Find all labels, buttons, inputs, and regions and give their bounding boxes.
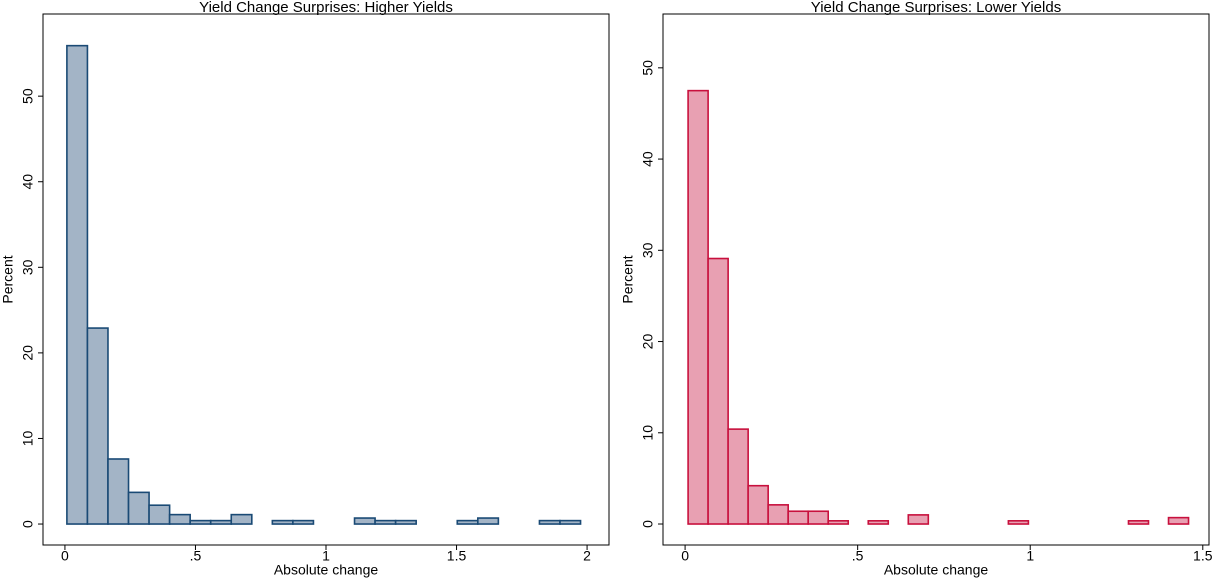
y-tick-label: 30	[640, 242, 656, 258]
bar	[907, 514, 930, 525]
y-tick-label: 20	[20, 345, 36, 361]
x-axis-label: Absolute change	[884, 562, 989, 578]
x-tick-label: 1	[322, 548, 330, 564]
bar	[1167, 516, 1190, 525]
y-axis-label: Percent	[0, 255, 16, 303]
bar	[707, 257, 729, 525]
bar	[1127, 520, 1150, 525]
bar	[687, 89, 709, 525]
bar	[559, 519, 582, 525]
x-tick-label: 0	[61, 548, 69, 564]
y-tick-label: 40	[640, 151, 656, 167]
bar	[477, 517, 500, 525]
y-tick-label: 40	[20, 174, 36, 190]
y-tick-label: 10	[640, 425, 656, 441]
x-tick-label: 1.5	[447, 548, 467, 564]
bar	[209, 519, 233, 525]
bar	[767, 504, 789, 525]
bar	[827, 520, 850, 525]
bar	[394, 519, 417, 525]
x-axis-label: Absolute change	[274, 562, 379, 578]
bar	[127, 491, 150, 525]
bar	[787, 510, 809, 525]
bar	[747, 484, 769, 525]
y-tick-label: 30	[20, 259, 36, 275]
bar	[107, 458, 130, 525]
bar	[230, 513, 253, 525]
y-tick-label: 0	[20, 520, 36, 528]
bar	[168, 513, 191, 525]
bar	[538, 519, 561, 525]
y-tick-label: 10	[20, 430, 36, 446]
bar	[292, 519, 315, 525]
bar	[66, 44, 89, 525]
bar	[727, 428, 749, 525]
bar	[1007, 520, 1030, 525]
x-tick-label: 1.5	[1193, 548, 1213, 564]
chart-title: Yield Change Surprises: Lower Yields	[811, 0, 1061, 16]
bar	[271, 519, 294, 525]
x-tick-label: .5	[852, 548, 864, 564]
y-tick-label: 0	[640, 520, 656, 528]
bar	[148, 504, 171, 525]
y-tick-label: 20	[640, 334, 656, 350]
bar	[456, 519, 479, 525]
y-tick-label: 50	[640, 60, 656, 76]
bar	[353, 517, 376, 525]
x-tick-label: 1	[1026, 548, 1034, 564]
bar	[374, 519, 397, 525]
plot-frame	[662, 13, 1210, 546]
bar	[86, 327, 109, 525]
x-tick-label: 0	[681, 548, 689, 564]
x-tick-label: .5	[190, 548, 202, 564]
x-tick-label: 2	[583, 548, 591, 564]
bar	[189, 519, 212, 525]
y-axis-label: Percent	[620, 255, 636, 303]
bar	[807, 510, 830, 525]
y-tick-label: 50	[20, 88, 36, 104]
chart-title: Yield Change Surprises: Higher Yields	[199, 0, 453, 16]
bar	[867, 520, 890, 525]
